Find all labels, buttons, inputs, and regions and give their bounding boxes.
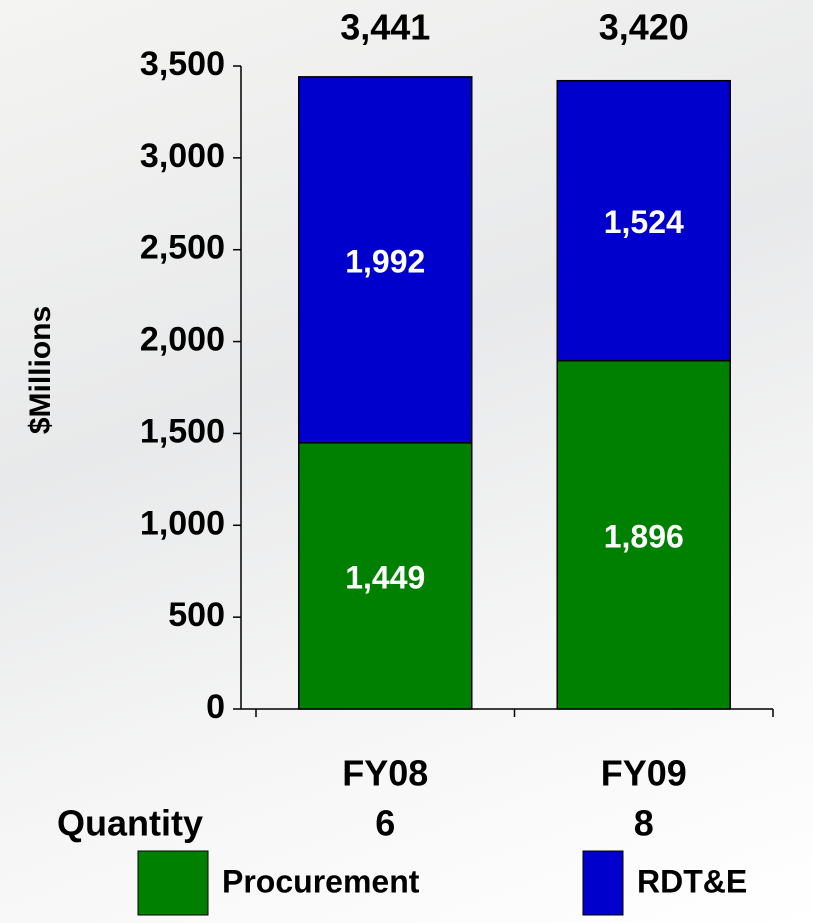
value-label: 1,449 <box>345 559 425 595</box>
legend-label: Procurement <box>222 863 420 899</box>
bar-segment <box>298 442 473 710</box>
y-tick-label: 2,500 <box>140 229 225 267</box>
quantity-value: 8 <box>634 803 654 844</box>
legend-label: RDT&E <box>637 863 747 899</box>
y-axis-title: $Millions <box>24 306 57 434</box>
value-label: 1,992 <box>345 243 425 279</box>
x-tick-label: FY08 <box>342 753 428 794</box>
y-tick-label: 3,000 <box>140 137 225 175</box>
y-tick-label: 1,000 <box>140 504 225 542</box>
total-label: 3,441 <box>340 7 430 48</box>
y-tick-label: 3,500 <box>140 45 225 83</box>
bar-segment <box>556 79 731 362</box>
y-tick-label: 2,000 <box>140 321 225 359</box>
y-tick-label: 500 <box>168 596 225 634</box>
bar-segment <box>556 359 731 710</box>
legend-swatch <box>582 850 624 916</box>
legend-swatch <box>137 850 209 916</box>
total-label: 3,420 <box>599 7 689 48</box>
value-label: 1,896 <box>604 518 684 554</box>
y-tick-label: 0 <box>206 688 225 726</box>
quantity-label: Quantity <box>57 803 203 844</box>
quantity-value: 6 <box>375 803 395 844</box>
bar-segment <box>298 76 473 444</box>
value-label: 1,524 <box>604 204 684 240</box>
x-tick-label: FY09 <box>601 753 687 794</box>
y-tick-label: 1,500 <box>140 412 225 450</box>
